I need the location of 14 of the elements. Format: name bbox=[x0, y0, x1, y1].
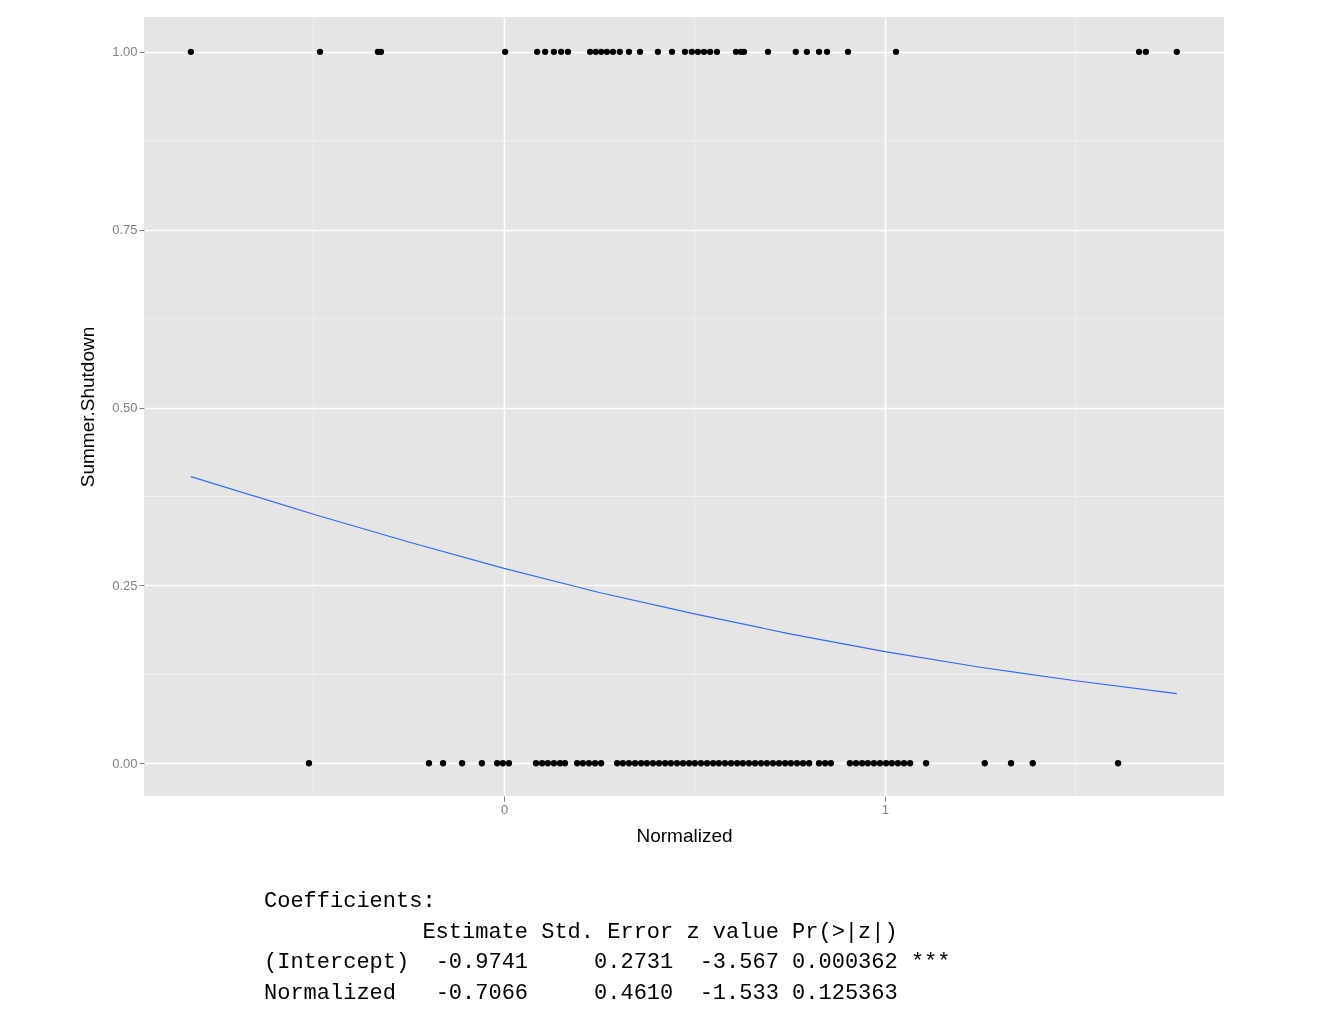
x-tick-label: 0 bbox=[500, 801, 509, 817]
y-tick-label: 1.00 bbox=[112, 44, 138, 60]
y-axis-title: Summer.Shutdown bbox=[77, 326, 99, 488]
text: Coefficients: bbox=[264, 889, 436, 914]
text: Normalized -0.7066 0.4610 -1.533 0.125363 bbox=[264, 980, 898, 1006]
text: Estimate Std. Error z value Pr(>|z|) bbox=[422, 919, 898, 945]
y-tick-label: 0.50 bbox=[112, 400, 138, 416]
line-series bbox=[190, 475, 1178, 695]
y-tick-label: 0.00 bbox=[112, 755, 138, 771]
x-axis-title: Normalized bbox=[636, 824, 733, 846]
y-tick-label: 0.75 bbox=[112, 222, 138, 238]
x-tick-label: 1 bbox=[881, 801, 890, 817]
text: (Intercept) -0.9741 0.2731 -3.567 0.000362 *** bbox=[264, 950, 951, 975]
y-tick-label: 0.25 bbox=[112, 577, 138, 593]
